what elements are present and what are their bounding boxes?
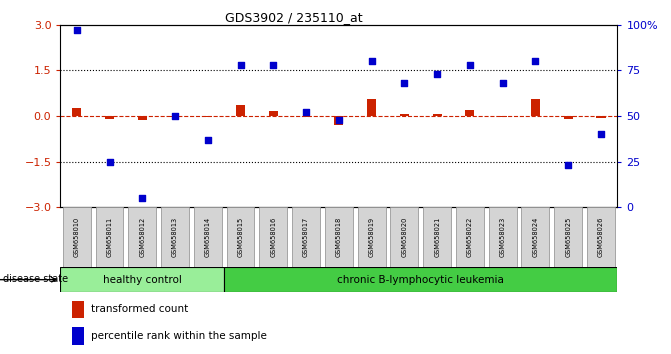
Point [301, 109, 311, 115]
Text: disease state: disease state [3, 274, 68, 284]
Text: GSM658020: GSM658020 [401, 217, 407, 257]
Bar [170, 116, 180, 118]
FancyBboxPatch shape [587, 207, 615, 267]
Point [268, 62, 278, 68]
FancyBboxPatch shape [95, 207, 123, 267]
Point [236, 62, 246, 68]
Text: GSM658011: GSM658011 [107, 217, 113, 257]
Bar [236, 105, 245, 116]
Text: GSM658015: GSM658015 [238, 217, 244, 257]
Point [137, 195, 148, 201]
Point [563, 162, 574, 168]
Text: GSM658025: GSM658025 [565, 217, 571, 257]
FancyBboxPatch shape [227, 207, 254, 267]
Text: GSM658018: GSM658018 [336, 217, 342, 257]
Bar [138, 116, 147, 120]
Text: GSM658022: GSM658022 [467, 217, 473, 257]
Text: GSM658024: GSM658024 [532, 217, 538, 257]
Point [366, 58, 377, 64]
FancyBboxPatch shape [194, 207, 221, 267]
Text: GSM658023: GSM658023 [500, 217, 506, 257]
FancyBboxPatch shape [358, 207, 386, 267]
Point [431, 71, 442, 77]
Bar [203, 116, 213, 118]
Bar [334, 116, 344, 125]
Bar [269, 112, 278, 116]
Bar [72, 108, 81, 116]
Bar [531, 99, 540, 116]
Point [333, 117, 344, 122]
Bar [564, 116, 573, 119]
Text: GSM658019: GSM658019 [368, 217, 374, 257]
Bar [301, 116, 311, 118]
FancyBboxPatch shape [60, 267, 224, 292]
FancyBboxPatch shape [488, 207, 517, 267]
Point [596, 131, 607, 137]
FancyBboxPatch shape [554, 207, 582, 267]
Bar [105, 116, 114, 119]
Text: GSM658017: GSM658017 [303, 217, 309, 257]
Text: chronic B-lymphocytic leukemia: chronic B-lymphocytic leukemia [338, 275, 504, 285]
Point [71, 27, 82, 33]
Bar [367, 99, 376, 116]
FancyBboxPatch shape [161, 207, 189, 267]
Text: GSM658013: GSM658013 [172, 217, 178, 257]
Bar [465, 110, 474, 116]
Text: GSM658026: GSM658026 [598, 217, 604, 257]
Text: GSM658021: GSM658021 [434, 217, 440, 257]
FancyBboxPatch shape [325, 207, 353, 267]
Point [170, 113, 180, 119]
Point [104, 159, 115, 164]
FancyBboxPatch shape [128, 207, 156, 267]
FancyBboxPatch shape [423, 207, 451, 267]
Point [203, 137, 213, 142]
Bar [72, 327, 84, 345]
Bar [498, 116, 507, 118]
Point [530, 58, 541, 64]
FancyBboxPatch shape [521, 207, 550, 267]
Title: GDS3902 / 235110_at: GDS3902 / 235110_at [225, 11, 363, 24]
Bar [72, 301, 84, 318]
Text: GSM658016: GSM658016 [270, 217, 276, 257]
Text: percentile rank within the sample: percentile rank within the sample [91, 331, 267, 341]
FancyBboxPatch shape [292, 207, 320, 267]
Bar [433, 114, 442, 116]
FancyBboxPatch shape [224, 267, 617, 292]
Point [464, 62, 475, 68]
Text: GSM658010: GSM658010 [74, 217, 80, 257]
FancyBboxPatch shape [260, 207, 287, 267]
Point [399, 80, 410, 86]
Text: healthy control: healthy control [103, 275, 182, 285]
Bar [597, 116, 605, 118]
FancyBboxPatch shape [456, 207, 484, 267]
Bar [400, 114, 409, 116]
FancyBboxPatch shape [63, 207, 91, 267]
FancyBboxPatch shape [391, 207, 418, 267]
Text: transformed count: transformed count [91, 304, 189, 314]
Point [497, 80, 508, 86]
Text: GSM658012: GSM658012 [140, 217, 146, 257]
Text: GSM658014: GSM658014 [205, 217, 211, 257]
